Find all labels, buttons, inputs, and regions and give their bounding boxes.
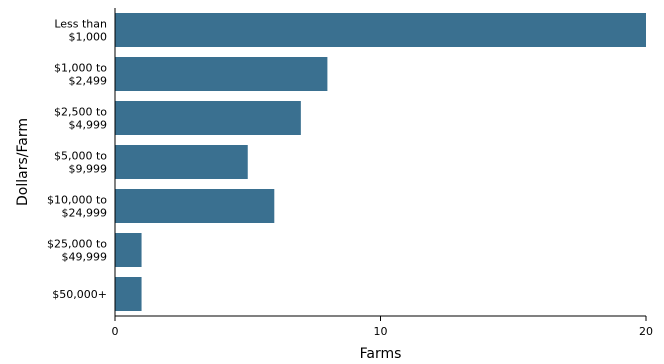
x-tick-label-0: 0 <box>112 325 119 338</box>
bar-2 <box>115 101 301 135</box>
y-tick-label-6: $50,000+ <box>52 288 107 301</box>
y-tick-label-3: $5,000 to $9,999 <box>54 150 107 176</box>
x-tick-label-2: 20 <box>639 325 653 338</box>
bar-3 <box>115 145 248 179</box>
bar-6 <box>115 277 142 311</box>
bar-5 <box>115 233 142 267</box>
bar-0 <box>115 13 646 47</box>
y-tick-labels: Less than $1,000 $1,000 to $2,499 $2,500 to $… <box>47 18 107 302</box>
y-tick-label-2: $2,500 to $4,999 <box>54 106 107 132</box>
x-axis: 0 10 20 <box>112 315 653 338</box>
y-tick-label-1: $1,000 to $2,499 <box>54 62 107 88</box>
y-axis-title: Dollars/Farm <box>15 118 31 206</box>
bar-4 <box>115 189 275 223</box>
bars-group <box>115 13 646 311</box>
x-tick-label-1: 10 <box>374 325 388 338</box>
y-tick-label-5: $25,000 to $49,999 <box>47 238 107 264</box>
y-tick-label-0: Less than $1,000 <box>54 18 107 44</box>
bar-1 <box>115 57 328 91</box>
y-tick-label-4: $10,000 to $24,999 <box>47 194 107 220</box>
x-axis-title: Farms <box>360 346 402 362</box>
